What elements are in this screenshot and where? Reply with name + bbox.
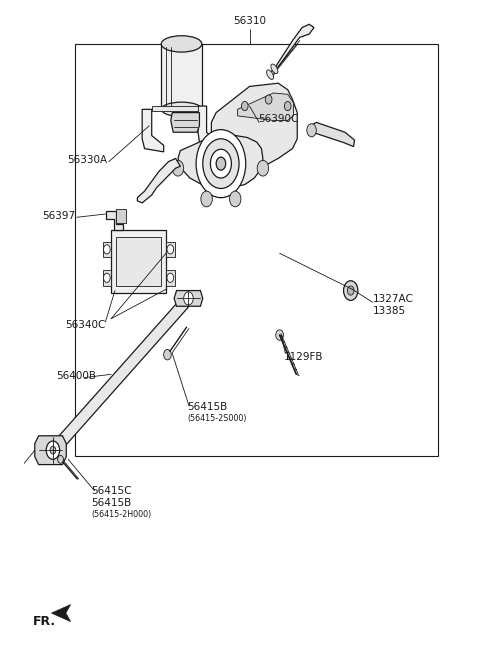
Circle shape <box>203 139 239 189</box>
Bar <box>75 44 438 456</box>
Circle shape <box>229 191 241 207</box>
Circle shape <box>307 124 316 137</box>
Circle shape <box>344 281 358 300</box>
Circle shape <box>257 160 269 176</box>
Text: (56415-2S000): (56415-2S000) <box>188 415 247 423</box>
Circle shape <box>172 160 184 176</box>
Polygon shape <box>161 44 202 109</box>
Circle shape <box>265 95 272 104</box>
Text: 56390C: 56390C <box>258 114 299 124</box>
Text: 56330A: 56330A <box>67 154 108 165</box>
Circle shape <box>104 245 110 254</box>
Polygon shape <box>178 158 263 202</box>
Circle shape <box>167 273 174 283</box>
Polygon shape <box>238 93 293 120</box>
Ellipse shape <box>271 64 278 74</box>
Circle shape <box>58 455 63 463</box>
Bar <box>166 269 175 286</box>
Bar <box>166 242 175 256</box>
Text: 56415B: 56415B <box>91 497 132 507</box>
Circle shape <box>164 350 171 360</box>
Polygon shape <box>178 135 263 187</box>
Circle shape <box>348 286 354 295</box>
Circle shape <box>104 273 110 283</box>
Circle shape <box>50 446 56 454</box>
Circle shape <box>284 101 291 110</box>
Bar <box>116 237 161 286</box>
Ellipse shape <box>266 70 274 79</box>
Polygon shape <box>152 106 199 110</box>
Bar <box>103 269 111 286</box>
Text: 56415B: 56415B <box>188 402 228 412</box>
Text: (56415-2H000): (56415-2H000) <box>91 510 151 519</box>
Circle shape <box>201 191 212 207</box>
Bar <box>111 231 166 292</box>
Polygon shape <box>51 604 71 622</box>
Polygon shape <box>211 83 297 166</box>
Text: 56310: 56310 <box>233 16 266 26</box>
Circle shape <box>210 149 231 178</box>
Text: 56397: 56397 <box>42 211 75 221</box>
Circle shape <box>241 101 248 110</box>
Bar <box>103 242 111 256</box>
Polygon shape <box>142 109 164 152</box>
Polygon shape <box>174 290 203 306</box>
Bar <box>116 210 126 223</box>
Ellipse shape <box>161 102 202 116</box>
Text: 56340C: 56340C <box>65 320 106 330</box>
Text: 56415C: 56415C <box>91 486 132 496</box>
Text: 1327AC: 1327AC <box>372 294 414 304</box>
Circle shape <box>167 245 174 254</box>
Text: FR.: FR. <box>33 615 56 628</box>
Circle shape <box>46 441 60 459</box>
Circle shape <box>184 292 193 305</box>
Polygon shape <box>309 122 355 147</box>
Ellipse shape <box>161 35 202 52</box>
Polygon shape <box>35 436 66 464</box>
Polygon shape <box>269 24 314 78</box>
Circle shape <box>196 129 246 198</box>
Polygon shape <box>107 211 123 231</box>
Polygon shape <box>198 106 216 148</box>
Text: 1129FB: 1129FB <box>284 352 324 362</box>
Circle shape <box>216 157 226 170</box>
Text: 13385: 13385 <box>372 306 406 317</box>
Polygon shape <box>48 297 188 458</box>
Polygon shape <box>137 158 180 203</box>
Text: 56400B: 56400B <box>56 371 96 380</box>
Circle shape <box>276 330 283 340</box>
Polygon shape <box>171 112 199 132</box>
